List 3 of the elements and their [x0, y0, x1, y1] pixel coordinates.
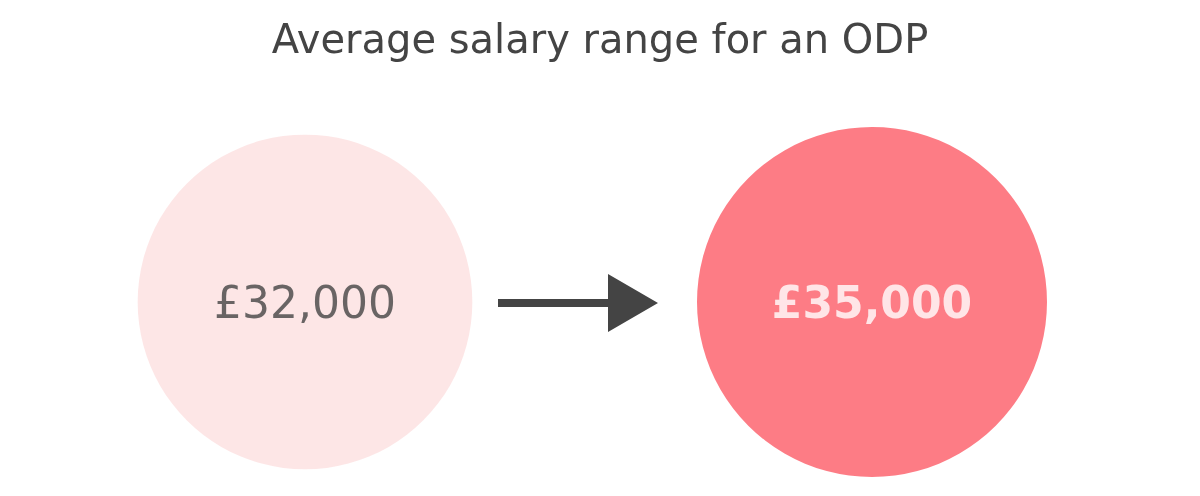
data-label: £35,000	[771, 276, 973, 328]
text: Average salary range for an ODP	[271, 16, 929, 62]
data-label: £32,000	[214, 276, 396, 328]
